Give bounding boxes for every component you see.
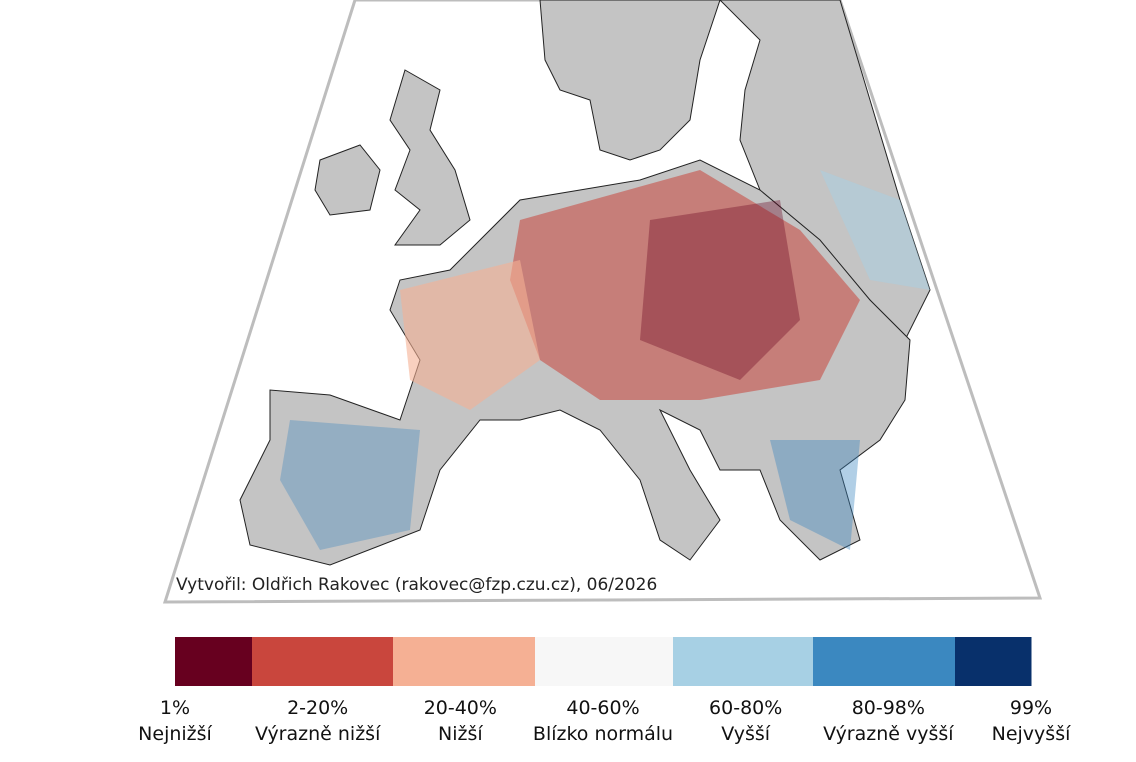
- legend-label: Nižší: [438, 723, 483, 745]
- legend-range: 40-60%: [566, 697, 639, 719]
- scandinavia: [539, 0, 721, 161]
- wet-iberia: [280, 420, 420, 550]
- legend-swatch: [175, 637, 253, 686]
- legend-range: 60-80%: [709, 697, 782, 719]
- legend-swatch: [535, 637, 674, 686]
- legend-label: Nejnižší: [138, 723, 212, 745]
- legend: 1% Nejnižší 2-20% Výrazně nižší 20-40% Nižší 4…: [138, 637, 1071, 745]
- legend-swatch: [813, 637, 956, 686]
- legend-label: Výrazně vyšší: [823, 723, 954, 745]
- anomaly-shading: [280, 170, 930, 550]
- legend-range: 20-40%: [424, 697, 497, 719]
- legend-swatch: [673, 637, 814, 686]
- very-dry-region: [640, 200, 800, 380]
- legend-range: 80-98%: [852, 697, 925, 719]
- legend-range: 99%: [1010, 697, 1052, 719]
- legend-swatch: [252, 637, 394, 686]
- legend-label: Nejvyšší: [992, 723, 1071, 745]
- wet-balkans: [770, 440, 860, 550]
- britain: [389, 69, 471, 246]
- legend-label: Výrazně nižší: [255, 723, 381, 745]
- wet-east: [820, 170, 930, 290]
- legend-swatch: [393, 637, 536, 686]
- dry-region: [510, 170, 860, 400]
- moderate-dry-region: [400, 260, 540, 410]
- legend-range: 2-20%: [287, 697, 348, 719]
- legend-range: 1%: [160, 697, 190, 719]
- ireland: [314, 144, 381, 216]
- legend-label: Vyšší: [721, 723, 771, 745]
- credit: Vytvořil: Oldřich Rakovec (rakovec@fzp.c…: [176, 575, 657, 595]
- legend-swatch: [955, 637, 1032, 686]
- legend-label: Blízko normálu: [533, 723, 673, 745]
